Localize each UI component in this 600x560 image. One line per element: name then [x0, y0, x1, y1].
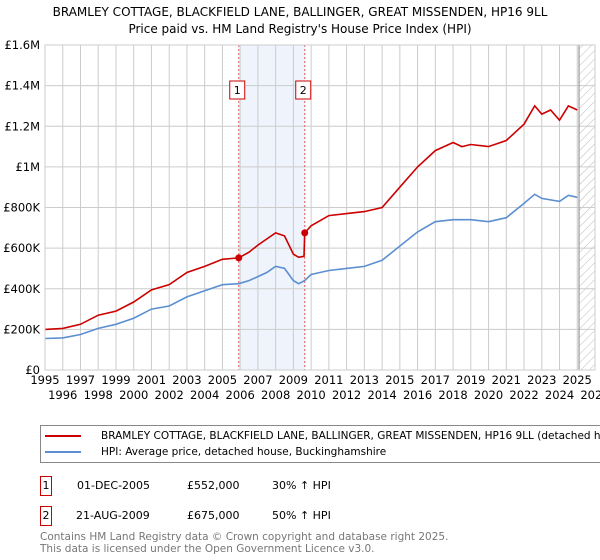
- x-tick-label: 2002: [155, 388, 184, 402]
- footer-line-1: Contains HM Land Registry data © Crown c…: [40, 531, 449, 543]
- x-tick-label: 1995: [30, 373, 59, 387]
- y-tick-label: £1.2M: [4, 119, 40, 133]
- x-tick-label: 2012: [332, 388, 361, 402]
- x-tick-label: 2001: [137, 373, 166, 387]
- footer: Contains HM Land Registry data © Crown c…: [40, 531, 448, 555]
- x-tick-label: 2011: [314, 373, 343, 387]
- transaction-marker: 2: [40, 506, 52, 526]
- x-tick-label: 1996: [48, 388, 77, 402]
- transaction-row: 2 21-AUG-2009 £675,000 50% ↑ HPI: [40, 506, 580, 526]
- sale-label: 2: [300, 84, 307, 97]
- title-line-1: BRAMLEY COTTAGE, BLACKFIELD LANE, BALLIN…: [52, 5, 548, 19]
- x-tick-label: 2006: [226, 388, 255, 402]
- legend-item-property: BRAMLEY COTTAGE, BLACKFIELD LANE, BALLIN…: [41, 428, 600, 444]
- x-tick-label: 2013: [350, 373, 379, 387]
- plot-border: [44, 44, 596, 371]
- x-tick-label: 2019: [456, 373, 485, 387]
- x-tick-label: 2024: [545, 388, 574, 402]
- x-tick-label: 2007: [243, 373, 272, 387]
- transaction-marker: 1: [40, 476, 52, 496]
- y-tick-label: £800K: [3, 201, 40, 215]
- transaction-hpi: 50% ↑ HPI: [272, 509, 331, 522]
- x-tick-label: 2005: [208, 373, 237, 387]
- legend-swatch-red: [45, 435, 81, 437]
- footer-line-2: This data is licensed under the Open Gov…: [40, 543, 375, 555]
- sale-label-box: [295, 80, 312, 100]
- sale-label: 1: [234, 84, 241, 97]
- x-tick-label: 2016: [403, 388, 432, 402]
- transaction-row: 1 01-DEC-2005 £552,000 30% ↑ HPI: [40, 476, 580, 496]
- transaction-date: 01-DEC-2005: [77, 479, 151, 492]
- transaction-hpi: 30% ↑ HPI: [272, 479, 331, 492]
- x-tick-label: 2020: [474, 388, 503, 402]
- y-tick-label: £1.4M: [4, 79, 40, 93]
- sale-label-box: [229, 80, 246, 100]
- transaction-price: £675,000: [187, 509, 240, 522]
- x-tick-label: 2026: [580, 388, 600, 402]
- y-tick-label: £600K: [3, 241, 40, 255]
- sale-point: [301, 229, 309, 237]
- x-tick-label: 2009: [279, 373, 308, 387]
- legend-label: BRAMLEY COTTAGE, BLACKFIELD LANE, BALLIN…: [101, 430, 600, 442]
- x-tick-label: 1999: [101, 373, 130, 387]
- sale-point: [235, 254, 243, 262]
- x-tick-label: 2008: [261, 388, 290, 402]
- x-tick-label: 2014: [367, 388, 396, 402]
- title-line-2: Price paid vs. HM Land Registry's House …: [128, 22, 472, 36]
- x-tick-label: 2003: [172, 373, 201, 387]
- legend-label: HPI: Average price, detached house, Buck…: [101, 446, 387, 458]
- x-tick-label: 2022: [509, 388, 538, 402]
- y-tick-label: £400K: [3, 282, 40, 296]
- x-tick-label: 2015: [385, 373, 414, 387]
- x-tick-label: 2000: [119, 388, 148, 402]
- legend: BRAMLEY COTTAGE, BLACKFIELD LANE, BALLIN…: [40, 425, 600, 463]
- legend-item-hpi: HPI: Average price, detached house, Buck…: [41, 444, 386, 460]
- hpi-line: [44, 193, 578, 340]
- y-tick-label: £200K: [3, 322, 40, 336]
- price-chart: 1995199619971998199920002001200220032004…: [3, 38, 600, 402]
- transaction-date: 21-AUG-2009: [76, 509, 150, 522]
- x-tick-label: 2025: [563, 373, 592, 387]
- x-tick-label: 2004: [190, 388, 219, 402]
- x-tick-label: 1998: [84, 388, 113, 402]
- x-tick-label: 2023: [527, 373, 556, 387]
- transaction-price: £552,000: [187, 479, 240, 492]
- legend-swatch-blue: [45, 451, 81, 453]
- x-tick-label: 2010: [296, 388, 325, 402]
- y-tick-label: £1M: [15, 160, 40, 174]
- x-tick-label: 2017: [421, 373, 450, 387]
- property-price-line: [44, 104, 578, 331]
- x-tick-label: 2021: [492, 373, 521, 387]
- chart-title: BRAMLEY COTTAGE, BLACKFIELD LANE, BALLIN…: [0, 4, 600, 38]
- x-tick-label: 1997: [66, 373, 95, 387]
- y-tick-label: £0: [25, 363, 40, 377]
- y-tick-label: £1.6M: [4, 38, 40, 52]
- x-tick-label: 2018: [438, 388, 467, 402]
